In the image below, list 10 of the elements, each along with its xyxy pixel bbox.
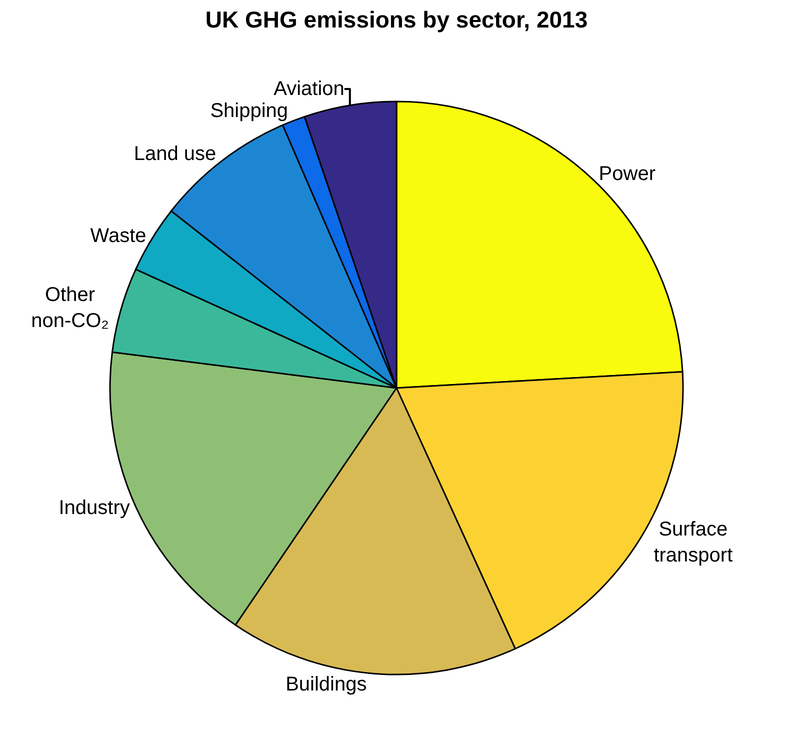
slice-label: Industry (58, 496, 130, 519)
slice-label: Other non-CO₂ (31, 284, 109, 332)
slice-label: Aviation (274, 78, 344, 100)
slice-label: Power (598, 162, 656, 185)
slice-label: Surface transport (654, 518, 734, 567)
chart-title: UK GHG emissions by sector, 2013 (205, 6, 588, 32)
slice-label: Land use (134, 143, 216, 166)
slice-label: Buildings (286, 673, 367, 696)
slice-label: Shipping (210, 100, 288, 122)
slice-label: Waste (90, 225, 146, 248)
